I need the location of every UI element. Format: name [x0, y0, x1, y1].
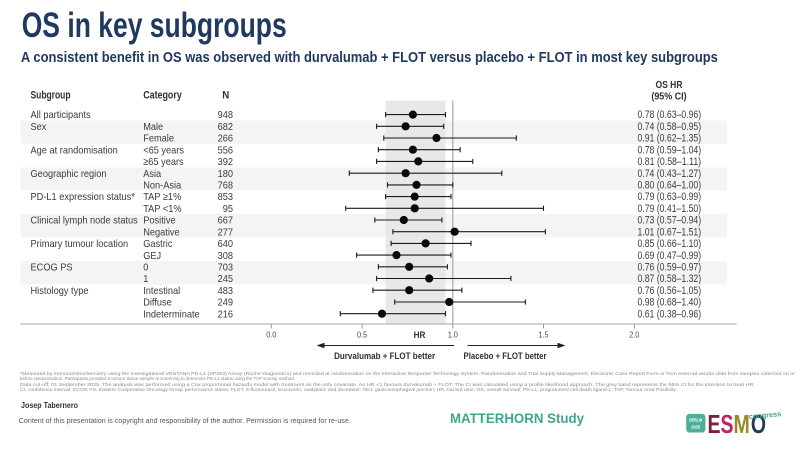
svg-text:0.79 (0.41–1.50): 0.79 (0.41–1.50) [638, 203, 702, 215]
svg-text:0: 0 [143, 262, 148, 274]
svg-text:0.87 (0.58–1.32): 0.87 (0.58–1.32) [638, 273, 702, 285]
svg-text:Male: Male [143, 121, 163, 133]
svg-text:HR: HR [414, 330, 426, 340]
svg-text:Gastric: Gastric [143, 238, 172, 250]
svg-text:0.79 (0.63–0.99): 0.79 (0.63–0.99) [638, 191, 702, 203]
svg-text:TAP ≥1%: TAP ≥1% [143, 191, 181, 203]
svg-text:640: 640 [218, 238, 234, 250]
svg-text:*Measured by immunohistochemis: *Measured by immunohistochemistry using … [20, 371, 796, 376]
svg-text:OS HR: OS HR [656, 80, 684, 91]
svg-text:GEJ: GEJ [143, 250, 161, 262]
svg-text:Negative: Negative [143, 226, 180, 238]
svg-text:0.61 (0.38–0.96): 0.61 (0.38–0.96) [638, 308, 702, 320]
svg-text:Indeterminate: Indeterminate [143, 308, 200, 320]
svg-text:Josep Tabernero: Josep Tabernero [21, 401, 78, 410]
svg-text:TAP <1%: TAP <1% [143, 203, 181, 215]
svg-text:Diffuse: Diffuse [143, 297, 172, 309]
svg-text:0.76 (0.56–1.05): 0.76 (0.56–1.05) [638, 285, 702, 297]
svg-text:PD-L1 expression status*: PD-L1 expression status* [31, 191, 135, 203]
svg-text:Geographic region: Geographic region [31, 168, 107, 180]
svg-text:0.78 (0.63–0.96): 0.78 (0.63–0.96) [638, 109, 702, 121]
svg-text:249: 249 [218, 297, 234, 309]
svg-text:before randomisation. Particip: before randomisation. Participants provi… [20, 376, 295, 381]
svg-text:216: 216 [218, 308, 234, 320]
svg-text:M: M [734, 409, 750, 438]
svg-text:(95% CI): (95% CI) [651, 92, 686, 103]
svg-text:S: S [721, 409, 734, 438]
svg-text:0.5: 0.5 [357, 330, 368, 340]
svg-text:0.81 (0.58–1.11): 0.81 (0.58–1.11) [638, 156, 702, 168]
svg-text:1: 1 [143, 273, 148, 285]
svg-text:Data cut-off: 01 September 202: Data cut-off: 01 September 2025. The ana… [20, 382, 755, 387]
svg-text:0.73 (0.57–0.94): 0.73 (0.57–0.94) [638, 215, 702, 227]
svg-text:0.91 (0.62–1.35): 0.91 (0.62–1.35) [638, 133, 702, 145]
svg-text:0.78 (0.59–1.04): 0.78 (0.59–1.04) [638, 144, 702, 156]
svg-text:392: 392 [218, 156, 234, 168]
svg-text:congress: congress [748, 409, 781, 421]
svg-text:Asia: Asia [143, 168, 161, 180]
svg-text:0.98 (0.68–1.40): 0.98 (0.68–1.40) [638, 297, 702, 309]
svg-text:768: 768 [218, 180, 234, 192]
svg-text:Content of this presentation i: Content of this presentation is copyrigh… [19, 418, 351, 425]
svg-text:Durvalumab + FLOT better: Durvalumab + FLOT better [334, 351, 436, 361]
svg-text:1.0: 1.0 [448, 330, 459, 340]
svg-text:N: N [222, 90, 229, 102]
svg-text:CI, confidence interval; ECOG: CI, confidence interval; ECOG PS, Easter… [20, 387, 677, 392]
svg-text:ECOG PS: ECOG PS [31, 262, 73, 274]
svg-text:<65 years: <65 years [143, 144, 184, 156]
svg-text:E: E [708, 409, 721, 438]
svg-text:245: 245 [218, 273, 234, 285]
svg-text:Sex: Sex [31, 121, 48, 133]
svg-text:667: 667 [218, 215, 234, 227]
svg-text:Clinical lymph node status: Clinical lymph node status [31, 215, 138, 227]
svg-text:BERLIN: BERLIN [689, 418, 703, 423]
svg-text:853: 853 [218, 191, 234, 203]
svg-text:Category: Category [143, 90, 182, 102]
svg-text:0.74 (0.43–1.27): 0.74 (0.43–1.27) [638, 168, 702, 180]
svg-text:0.74 (0.58–0.95): 0.74 (0.58–0.95) [638, 121, 702, 133]
svg-text:308: 308 [218, 250, 234, 262]
svg-text:266: 266 [218, 133, 234, 145]
svg-text:A consistent benefit in OS was: A consistent benefit in OS was observed … [21, 50, 718, 66]
svg-text:1.5: 1.5 [538, 330, 549, 340]
svg-text:682: 682 [218, 121, 234, 133]
svg-text:277: 277 [218, 226, 234, 238]
svg-text:0.80 (0.64–1.00): 0.80 (0.64–1.00) [638, 180, 702, 192]
svg-text:948: 948 [218, 109, 234, 121]
svg-text:483: 483 [218, 285, 234, 297]
svg-text:703: 703 [218, 262, 234, 274]
svg-text:Subgroup: Subgroup [31, 90, 71, 102]
svg-text:Age at randomisation: Age at randomisation [31, 144, 118, 156]
svg-text:Primary tumour location: Primary tumour location [31, 238, 129, 250]
svg-text:180: 180 [218, 168, 234, 180]
svg-text:Positive: Positive [143, 215, 176, 227]
svg-text:556: 556 [218, 144, 234, 156]
svg-text:2.0: 2.0 [629, 330, 640, 340]
svg-text:2025: 2025 [691, 425, 700, 430]
svg-text:OS in key subgroups: OS in key subgroups [22, 5, 287, 45]
svg-text:Histology type: Histology type [31, 285, 89, 297]
svg-text:0.69 (0.47–0.99): 0.69 (0.47–0.99) [638, 250, 702, 262]
svg-text:0.76 (0.59–0.97): 0.76 (0.59–0.97) [638, 262, 702, 274]
svg-text:≥65 years: ≥65 years [143, 156, 184, 168]
svg-text:MATTERHORN Study: MATTERHORN Study [450, 410, 584, 426]
svg-text:95: 95 [223, 203, 233, 215]
svg-text:All participants: All participants [31, 109, 91, 121]
svg-text:0.0: 0.0 [266, 330, 277, 340]
svg-text:0.85 (0.66–1.10): 0.85 (0.66–1.10) [638, 238, 702, 250]
svg-text:Non-Asia: Non-Asia [143, 180, 181, 192]
svg-text:Placebo + FLOT better: Placebo + FLOT better [464, 351, 548, 361]
svg-text:Intestinal: Intestinal [143, 285, 180, 297]
svg-text:Female: Female [143, 133, 174, 145]
svg-text:1.01 (0.67–1.51): 1.01 (0.67–1.51) [638, 226, 702, 238]
svg-text:O: O [751, 409, 766, 438]
